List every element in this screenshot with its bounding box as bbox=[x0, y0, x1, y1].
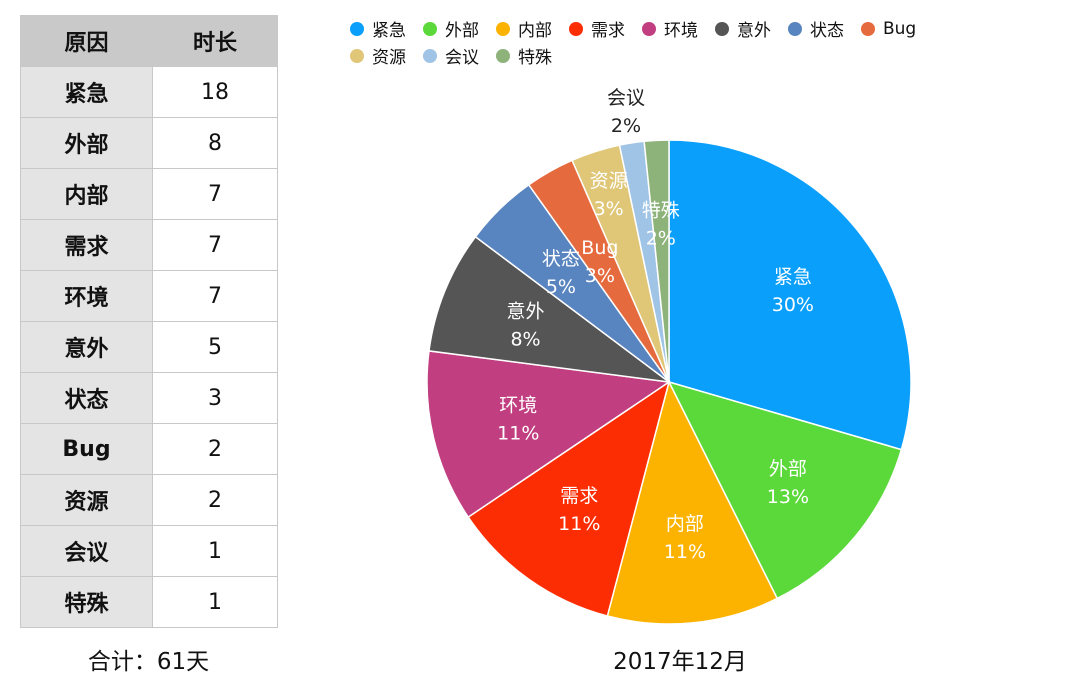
legend-label: 会议 bbox=[445, 48, 479, 68]
slice-label: 资源 bbox=[590, 170, 628, 192]
chart-legend: 紧急 外部 内部 需求 环境 意外 状态 Bug 资源 会议 特殊 bbox=[350, 15, 1050, 69]
data-table: 原因 时长 紧急 18 外部 8 内部 7 需求 7 环境 7 意外 5 状态 3 Bug 2 资源 2 会议 1 特殊… bbox=[20, 15, 278, 628]
legend-item: 内部 bbox=[496, 16, 552, 41]
slice-label: 外部 bbox=[769, 458, 807, 480]
table-row: 意外 5 bbox=[20, 321, 278, 373]
slice-percent: 11% bbox=[497, 423, 539, 445]
duration-cell: 8 bbox=[152, 117, 278, 169]
pie-slice bbox=[426, 350, 672, 519]
legend-item: Bug bbox=[861, 19, 916, 39]
legend-row: 紧急 外部 内部 需求 环境 意外 状态 Bug bbox=[350, 15, 1050, 42]
slice-percent: 11% bbox=[664, 541, 706, 563]
slice-label: 环境 bbox=[499, 395, 537, 417]
duration-cell: 1 bbox=[152, 576, 278, 628]
legend-swatch bbox=[423, 21, 437, 36]
column-header-reason: 原因 bbox=[20, 15, 153, 67]
pie-slice bbox=[667, 380, 903, 600]
legend-item: 状态 bbox=[788, 16, 844, 41]
slice-percent: 13% bbox=[767, 486, 809, 508]
legend-swatch bbox=[715, 21, 729, 36]
legend-label: 紧急 bbox=[372, 21, 406, 41]
legend-item: 意外 bbox=[715, 16, 771, 41]
duration-cell: 7 bbox=[152, 168, 278, 220]
legend-label: 需求 bbox=[591, 21, 625, 41]
table-row: 需求 7 bbox=[20, 219, 278, 271]
column-header-duration: 时长 bbox=[152, 15, 278, 67]
slice-label: 会议 bbox=[607, 87, 645, 109]
chart-title: 2017年12月 bbox=[613, 649, 747, 675]
legend-label: Bug bbox=[883, 18, 917, 39]
table-row: 会议 1 bbox=[20, 525, 278, 577]
table-row: 外部 8 bbox=[20, 117, 278, 169]
legend-swatch bbox=[423, 48, 437, 63]
legend-label: 外部 bbox=[445, 21, 479, 41]
legend-swatch bbox=[350, 21, 364, 36]
slice-percent: 5% bbox=[546, 276, 576, 298]
duration-cell: 18 bbox=[152, 66, 278, 118]
pie-slice bbox=[606, 379, 779, 625]
pie-slice bbox=[428, 235, 672, 384]
reason-cell: Bug bbox=[20, 423, 153, 475]
slice-label: Bug bbox=[581, 237, 618, 259]
legend-item: 紧急 bbox=[350, 16, 406, 41]
slice-percent: 8% bbox=[510, 329, 540, 351]
table-row: Bug 2 bbox=[20, 423, 278, 475]
slice-percent: 2% bbox=[646, 227, 676, 249]
slice-percent: 11% bbox=[558, 513, 600, 535]
duration-cell: 7 bbox=[152, 270, 278, 322]
legend-swatch bbox=[496, 48, 510, 63]
table-row: 特殊 1 bbox=[20, 576, 278, 628]
legend-item: 需求 bbox=[569, 16, 625, 41]
legend-label: 特殊 bbox=[518, 48, 552, 68]
reason-cell: 特殊 bbox=[20, 576, 153, 628]
legend-swatch bbox=[350, 48, 364, 63]
legend-label: 环境 bbox=[664, 21, 698, 41]
reason-cell: 外部 bbox=[20, 117, 153, 169]
slice-label: 内部 bbox=[666, 513, 704, 535]
slice-percent: 30% bbox=[772, 294, 814, 316]
legend-label: 内部 bbox=[518, 21, 552, 41]
reason-cell: 状态 bbox=[20, 372, 153, 424]
legend-item: 特殊 bbox=[496, 43, 552, 68]
slice-label: 紧急 bbox=[774, 266, 812, 288]
table-row: 状态 3 bbox=[20, 372, 278, 424]
legend-swatch bbox=[642, 21, 656, 36]
table-row: 资源 2 bbox=[20, 474, 278, 526]
legend-item: 环境 bbox=[642, 16, 698, 41]
duration-cell: 2 bbox=[152, 423, 278, 475]
legend-row: 资源 会议 特殊 bbox=[350, 42, 1050, 69]
legend-label: 意外 bbox=[737, 21, 771, 41]
reason-cell: 会议 bbox=[20, 525, 153, 577]
slice-percent: 3% bbox=[585, 265, 615, 287]
slice-percent: 2% bbox=[611, 115, 641, 137]
reason-cell: 内部 bbox=[20, 168, 153, 220]
legend-swatch bbox=[861, 21, 875, 36]
pie-slice bbox=[467, 380, 671, 617]
slice-percent: 3% bbox=[594, 198, 624, 220]
duration-cell: 5 bbox=[152, 321, 278, 373]
total-label: 合计：61天 bbox=[87, 649, 210, 675]
pie-slice bbox=[668, 139, 912, 451]
table-row: 内部 7 bbox=[20, 168, 278, 220]
slice-label: 意外 bbox=[507, 301, 545, 323]
reason-cell: 资源 bbox=[20, 474, 153, 526]
slice-label: 需求 bbox=[560, 485, 598, 507]
legend-item: 会议 bbox=[423, 43, 479, 68]
legend-label: 资源 bbox=[372, 48, 406, 68]
legend-swatch bbox=[496, 21, 510, 36]
duration-cell: 1 bbox=[152, 525, 278, 577]
duration-cell: 7 bbox=[152, 219, 278, 271]
legend-item: 外部 bbox=[423, 16, 479, 41]
table-header-row: 原因 时长 bbox=[20, 15, 278, 67]
slice-label: 状态 bbox=[542, 248, 580, 270]
legend-label: 状态 bbox=[810, 21, 844, 41]
legend-swatch bbox=[569, 21, 583, 36]
legend-item: 资源 bbox=[350, 43, 406, 68]
pie-slice bbox=[643, 139, 670, 383]
slice-label: 特殊 bbox=[642, 199, 680, 221]
legend-swatch bbox=[788, 21, 802, 36]
duration-cell: 3 bbox=[152, 372, 278, 424]
